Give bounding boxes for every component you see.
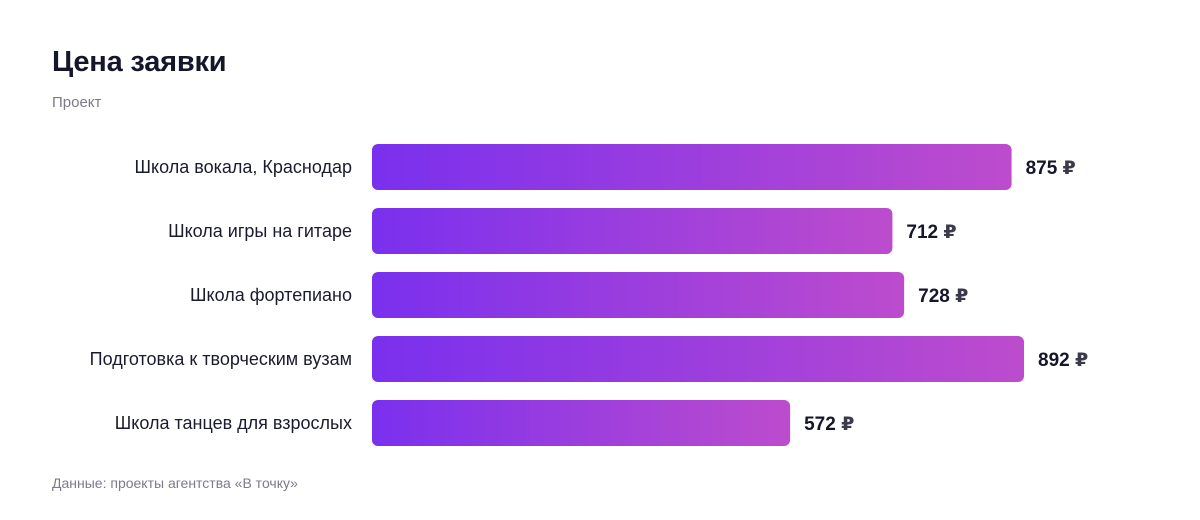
value-label: 892 ₽ xyxy=(1038,350,1088,371)
bar xyxy=(372,336,1024,382)
category-label: Школа вокала, Краснодар xyxy=(135,157,352,177)
value-label: 875 ₽ xyxy=(1026,158,1076,179)
value-label: 712 ₽ xyxy=(906,222,956,243)
chart-subtitle: Проект xyxy=(52,94,102,111)
value-label: 728 ₽ xyxy=(918,286,968,307)
bars-layer: Школа вокала, Краснодар 875 ₽ Школа игры н… xyxy=(90,144,1088,446)
bar xyxy=(372,144,1012,190)
currency-unit: ₽ xyxy=(1070,350,1089,371)
category-label: Школа игры на гитаре xyxy=(168,221,352,241)
category-label: Школа танцев для взрослых xyxy=(115,413,352,433)
category-label: Школа фортепиано xyxy=(190,285,352,305)
bar xyxy=(372,272,905,318)
category-label: Подготовка к творческим вузам xyxy=(90,349,352,369)
currency-unit: ₽ xyxy=(950,286,969,307)
source-note: Данные: проекты агентства «В точку» xyxy=(52,475,298,491)
bar xyxy=(372,400,791,446)
currency-unit: ₽ xyxy=(1057,158,1076,179)
chart-title: Цена заявки xyxy=(52,46,227,78)
bar xyxy=(372,208,893,254)
currency-unit: ₽ xyxy=(836,414,855,435)
currency-unit: ₽ xyxy=(938,222,957,243)
value-label: 572 ₽ xyxy=(804,414,854,435)
